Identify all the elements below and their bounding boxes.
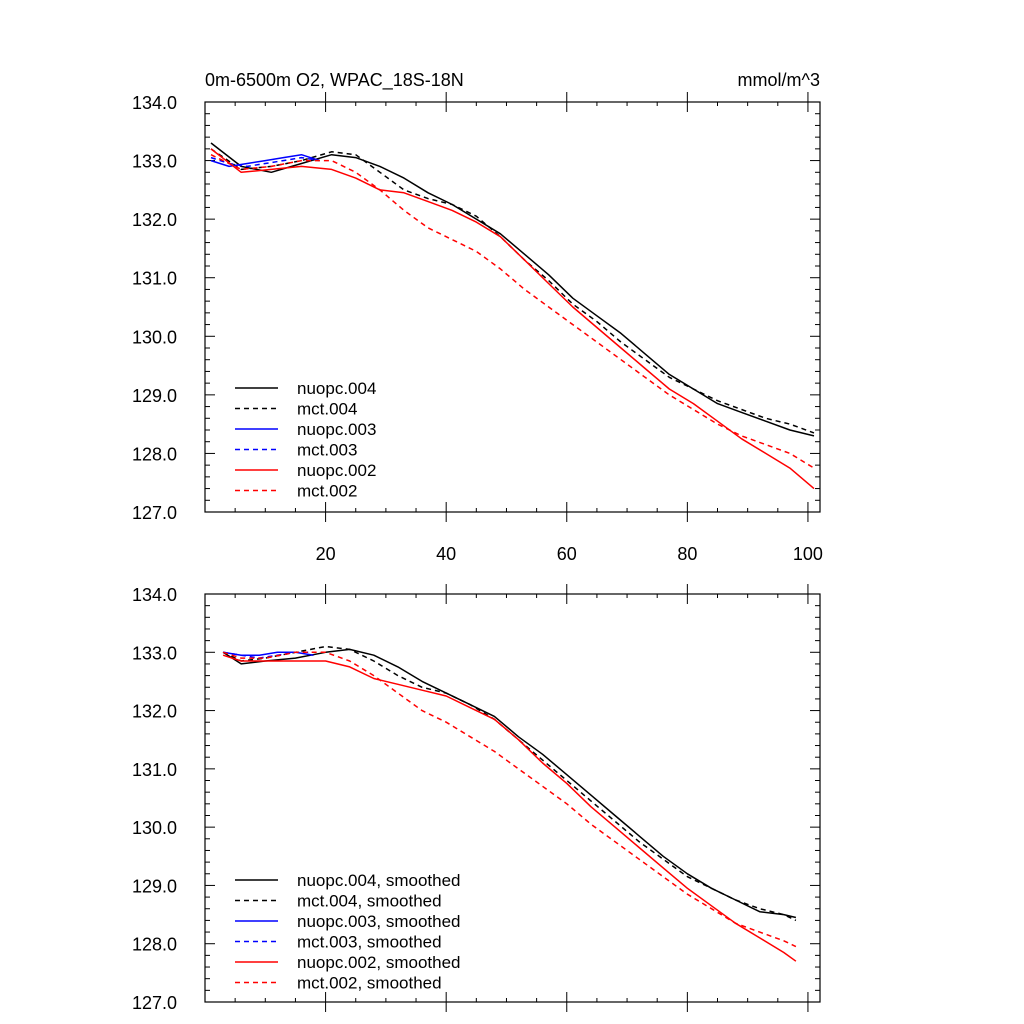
y-tick-label: 127.0 [132, 503, 177, 523]
bottom-panel: 127.0 128.0 129.0 130.0 131.0 132.0 133.0 134.0… [132, 584, 821, 1013]
legend-label: nuopc.003 [297, 420, 376, 439]
series-lines [210, 142, 815, 490]
legend-label: nuopc.004, smoothed [297, 871, 461, 890]
series-line-mct-002-smoothed [222, 651, 797, 948]
y-tick-label: 132.0 [132, 702, 177, 722]
y-tick-label: 130.0 [132, 818, 177, 838]
y-tick-label: 129.0 [132, 876, 177, 896]
legend-label: mct.002, smoothed [297, 974, 442, 993]
x-tick-label: 40 [436, 544, 456, 564]
top-panel: 127.0 128.0 129.0 130.0 131.0 132.0 133.0 134.0… [132, 92, 823, 564]
y-tick-label: 131.0 [132, 760, 177, 780]
y-tick-label: 127.0 [132, 993, 177, 1013]
y-tick-label: 132.0 [132, 210, 177, 230]
series-line-nuopc-002-smoothed [222, 654, 797, 962]
series-line-nuopc-004 [210, 142, 815, 437]
x-tick-label: 80 [677, 544, 697, 564]
y-tick-label: 134.0 [132, 93, 177, 113]
x-axis [234, 584, 809, 1012]
legend-label: nuopc.004 [297, 379, 376, 398]
y-tick-label: 133.0 [132, 643, 177, 663]
x-tick-label: 100 [793, 544, 823, 564]
y-tick-label: 130.0 [132, 327, 177, 347]
y-axis: 127.0 128.0 129.0 130.0 131.0 132.0 133.0 134.0 [132, 585, 820, 1013]
legend-label: mct.003 [297, 441, 357, 460]
legend-label: mct.003, smoothed [297, 933, 442, 952]
chart-title: 0m-6500m O2, WPAC_18S-18N [205, 70, 464, 91]
chart-units: mmol/m^3 [738, 70, 820, 90]
x-tick-label: 20 [316, 544, 336, 564]
y-tick-label: 128.0 [132, 935, 177, 955]
legend-label: mct.002 [297, 482, 357, 501]
y-tick-label: 134.0 [132, 585, 177, 605]
y-tick-label: 131.0 [132, 269, 177, 289]
legend-label: nuopc.002, smoothed [297, 953, 461, 972]
x-axis: 20 40 60 80 100 [234, 92, 823, 564]
y-tick-label: 128.0 [132, 444, 177, 464]
series-line-nuopc-003 [210, 153, 320, 168]
y-axis: 127.0 128.0 129.0 130.0 131.0 132.0 133.0 134.0 [132, 93, 820, 523]
series-line-mct-004-smoothed [222, 645, 797, 922]
series-line-nuopc-002 [210, 148, 815, 490]
plot-frame [204, 101, 821, 513]
series-lines [222, 645, 797, 962]
plot-frame [204, 593, 821, 1003]
y-tick-label: 133.0 [132, 152, 177, 172]
legend-label: nuopc.002 [297, 461, 376, 480]
legend-label: mct.004 [297, 400, 357, 419]
legend-label: mct.004, smoothed [297, 892, 442, 911]
x-tick-label: 60 [557, 544, 577, 564]
legend-label: nuopc.003, smoothed [297, 912, 461, 931]
y-tick-label: 129.0 [132, 386, 177, 406]
